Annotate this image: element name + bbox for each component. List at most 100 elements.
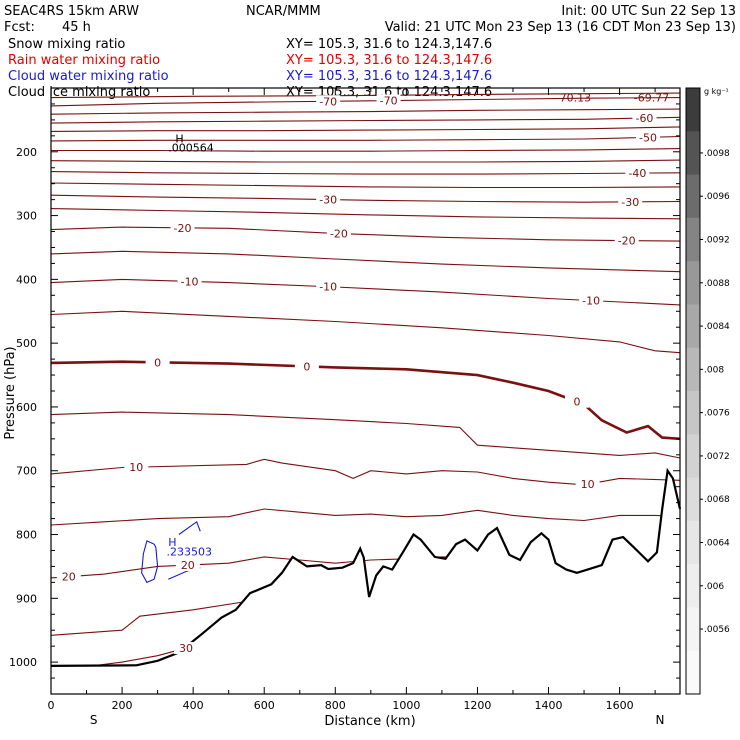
contour-label: 0 <box>573 396 580 409</box>
y-tick-label: 400 <box>16 273 37 286</box>
model-name: SEAC4RS 15km ARW <box>4 4 139 19</box>
contour-label: 0 <box>303 360 310 373</box>
y-tick-label: 300 <box>16 210 37 223</box>
contour-label-bg <box>316 280 341 293</box>
contour-label-bg <box>632 112 657 125</box>
colorbar-segment <box>686 607 700 652</box>
valid-time: Valid: 21 UTC Mon 23 Sep 13 (16 CDT Mon … <box>385 20 736 35</box>
colorbar: .0098 .0096 .0092 .0088 .0084 .008 .0076 .0072.… <box>685 87 730 695</box>
x-axis-label: Distance (km) <box>324 714 415 729</box>
colorbar-segment <box>686 434 700 479</box>
contour-label: 20 <box>62 571 76 584</box>
temperature-contour <box>50 360 681 441</box>
contour-label: -10 <box>582 295 600 308</box>
plot-frame <box>50 87 681 695</box>
contour-label: 20 <box>181 559 195 572</box>
contour-label-bg <box>564 395 589 408</box>
legend-field-name: Snow mixing ratio <box>8 37 125 52</box>
colorbar-label: .0068 <box>704 495 730 505</box>
colorbar-label: .0092 <box>704 236 730 246</box>
colorbar-segment <box>686 391 700 435</box>
temperature-contour <box>50 226 681 242</box>
colorbar-segment <box>686 174 700 219</box>
contour-label: -60 <box>635 112 653 125</box>
temperature-contours <box>50 92 681 666</box>
legend-field-name: Cloud ice mixing ratio <box>8 85 150 100</box>
contour-label-bg <box>614 234 639 247</box>
colorbar-label: .0084 <box>704 322 730 332</box>
temperature-contour <box>50 194 681 203</box>
colorbar-label: .008 <box>704 365 724 375</box>
fcst-value: 45 h <box>62 20 91 35</box>
x-tick-label: 1600 <box>606 699 634 712</box>
colorbar-segment <box>686 304 700 349</box>
x-tick-label: 1200 <box>463 699 491 712</box>
contour-label: 30 <box>179 642 193 655</box>
x-tick-label: 600 <box>254 699 275 712</box>
contour-label: -30 <box>319 194 337 207</box>
south-end-label: S <box>90 713 98 727</box>
temperature-contour <box>50 508 681 526</box>
contour-label: -20 <box>330 228 348 241</box>
legend-field-name: Rain water mixing ratio <box>8 53 160 68</box>
colorbar-label: .0098 <box>704 149 730 159</box>
legend-field-xy: XY= 105.3, 31.6 to 124.3,147.6 <box>286 69 492 84</box>
colorbar-segment <box>686 650 700 695</box>
y-tick-label: 200 <box>16 146 37 159</box>
temperature-contour <box>50 585 336 636</box>
temperature-contour <box>50 208 681 220</box>
contour-label-bg <box>579 294 604 307</box>
contour-label-bg <box>618 195 643 208</box>
contour-label-bg <box>625 167 650 180</box>
contour-label-bg <box>326 227 351 240</box>
y-tick-label: 500 <box>16 337 37 350</box>
cloud-water-contour <box>168 567 201 580</box>
temperature-contour <box>50 171 681 175</box>
fcst-label: Fcst: <box>4 20 35 35</box>
colorbar-label: .0056 <box>704 625 730 635</box>
y-tick-label: 800 <box>16 529 37 542</box>
contour-label-bg <box>575 478 600 491</box>
annotation-label: H <box>168 536 176 549</box>
y-axis-label: Pressure (hPa) <box>3 346 18 439</box>
colorbar-segment <box>686 520 700 565</box>
temperature-contour <box>50 411 681 459</box>
terrain-fill-layer <box>51 470 680 694</box>
colorbar-label: .0088 <box>704 279 730 289</box>
colorbar-label: .0076 <box>704 409 730 419</box>
contour-label-bg <box>124 461 149 474</box>
terrain-profile <box>50 467 682 667</box>
temperature-contour <box>50 250 681 273</box>
contour-label: 10 <box>129 461 143 474</box>
temperature-contour <box>97 639 212 666</box>
temperature-contour <box>50 126 681 132</box>
temperature-contour <box>50 159 681 163</box>
colorbar-segment <box>686 217 700 262</box>
temperature-contour <box>51 148 681 152</box>
colorbar-segment <box>686 564 700 608</box>
contour-label-bg <box>145 356 170 369</box>
contour-label-bg <box>294 360 319 373</box>
terrain-line <box>50 467 682 667</box>
init-time: Init: 00 UTC Sun 22 Sep 13 <box>561 4 736 19</box>
contour-label-bg <box>316 193 341 206</box>
colorbar-label: .0096 <box>704 192 730 202</box>
center-name: NCAR/MMM <box>246 4 321 19</box>
y-tick-label: 1000 <box>9 656 37 669</box>
cloud-water-contour <box>178 520 201 535</box>
contour-label: -20 <box>618 235 636 248</box>
contour-label-bg <box>177 275 202 288</box>
cloud-water-contours <box>141 520 201 584</box>
header-svg: SEAC4RS 15km ARW NCAR/MMM Init: 00 UTC S… <box>4 4 736 100</box>
temperature-contour <box>50 182 681 189</box>
temperature-contour <box>50 556 478 579</box>
legend-field-xy: XY= 105.3, 31.6 to 124.3,147.6 <box>286 53 492 68</box>
annotation-label: .000564 <box>168 141 214 154</box>
legend-field-xy: XY= 105.3, 31.6 to 124.3,147.6 <box>286 85 492 100</box>
contour-label: 10 <box>581 478 595 491</box>
field-legend: Snow mixing ratio XY= 105.3, 31.6 to 124.… <box>8 37 492 100</box>
contour-label: -10 <box>181 275 199 288</box>
contour-label-bg <box>56 570 81 583</box>
temperature-contour <box>50 458 681 486</box>
